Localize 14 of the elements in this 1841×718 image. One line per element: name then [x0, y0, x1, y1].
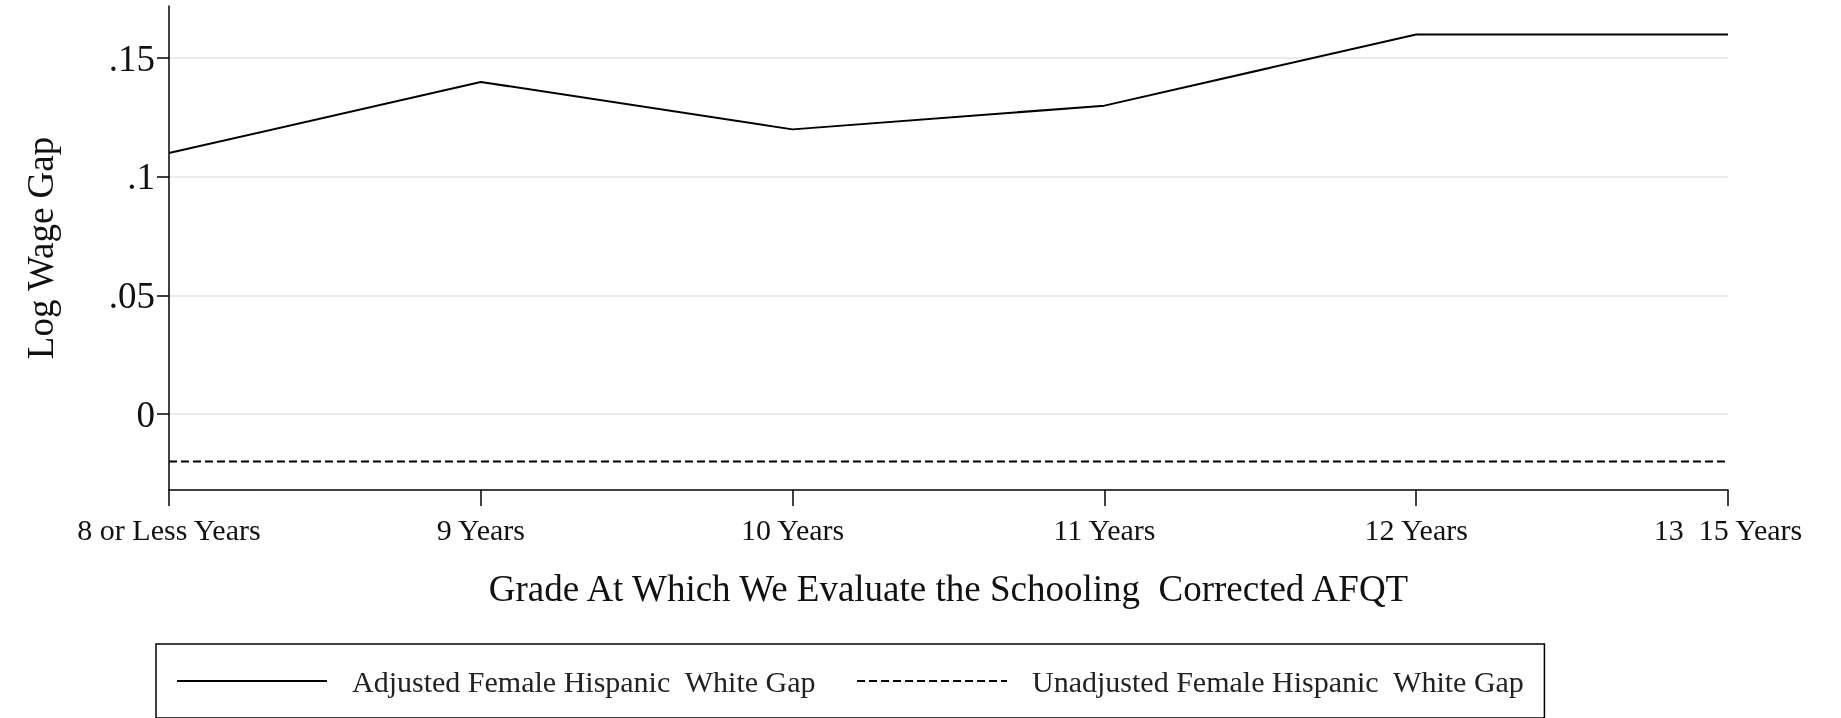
y-axis-title: Log Wage Gap: [20, 136, 61, 360]
legend-label: Unadjusted Female Hispanic White Gap: [1032, 664, 1524, 698]
y-tick-label: 0: [136, 393, 155, 435]
x-tick-label: 11 Years: [1053, 512, 1156, 546]
x-tick-label: 8 or Less Years: [77, 512, 261, 546]
x-axis-title: Grade At Which We Evaluate the Schooling Corrected AFQT: [488, 568, 1409, 609]
y-tick-label: .05: [108, 274, 155, 316]
y-tick-label: .1: [127, 156, 155, 198]
legend-label: Adjusted Female Hispanic White Gap: [352, 664, 816, 698]
x-tick-label: 10 Years: [740, 512, 845, 546]
x-tick-label: 13 15 Years: [1653, 512, 1803, 546]
x-tick-label: 9 Years: [436, 512, 525, 546]
y-tick-label: .15: [108, 37, 155, 79]
x-tick-label: 12 Years: [1364, 512, 1468, 546]
